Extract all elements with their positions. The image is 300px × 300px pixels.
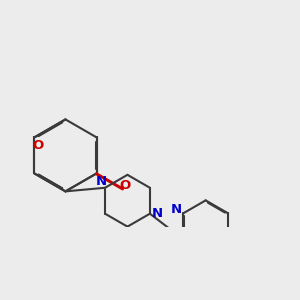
Text: N: N: [152, 207, 164, 220]
Text: N: N: [96, 175, 107, 188]
Text: N: N: [171, 202, 182, 215]
Text: O: O: [32, 139, 44, 152]
Text: O: O: [119, 178, 130, 192]
